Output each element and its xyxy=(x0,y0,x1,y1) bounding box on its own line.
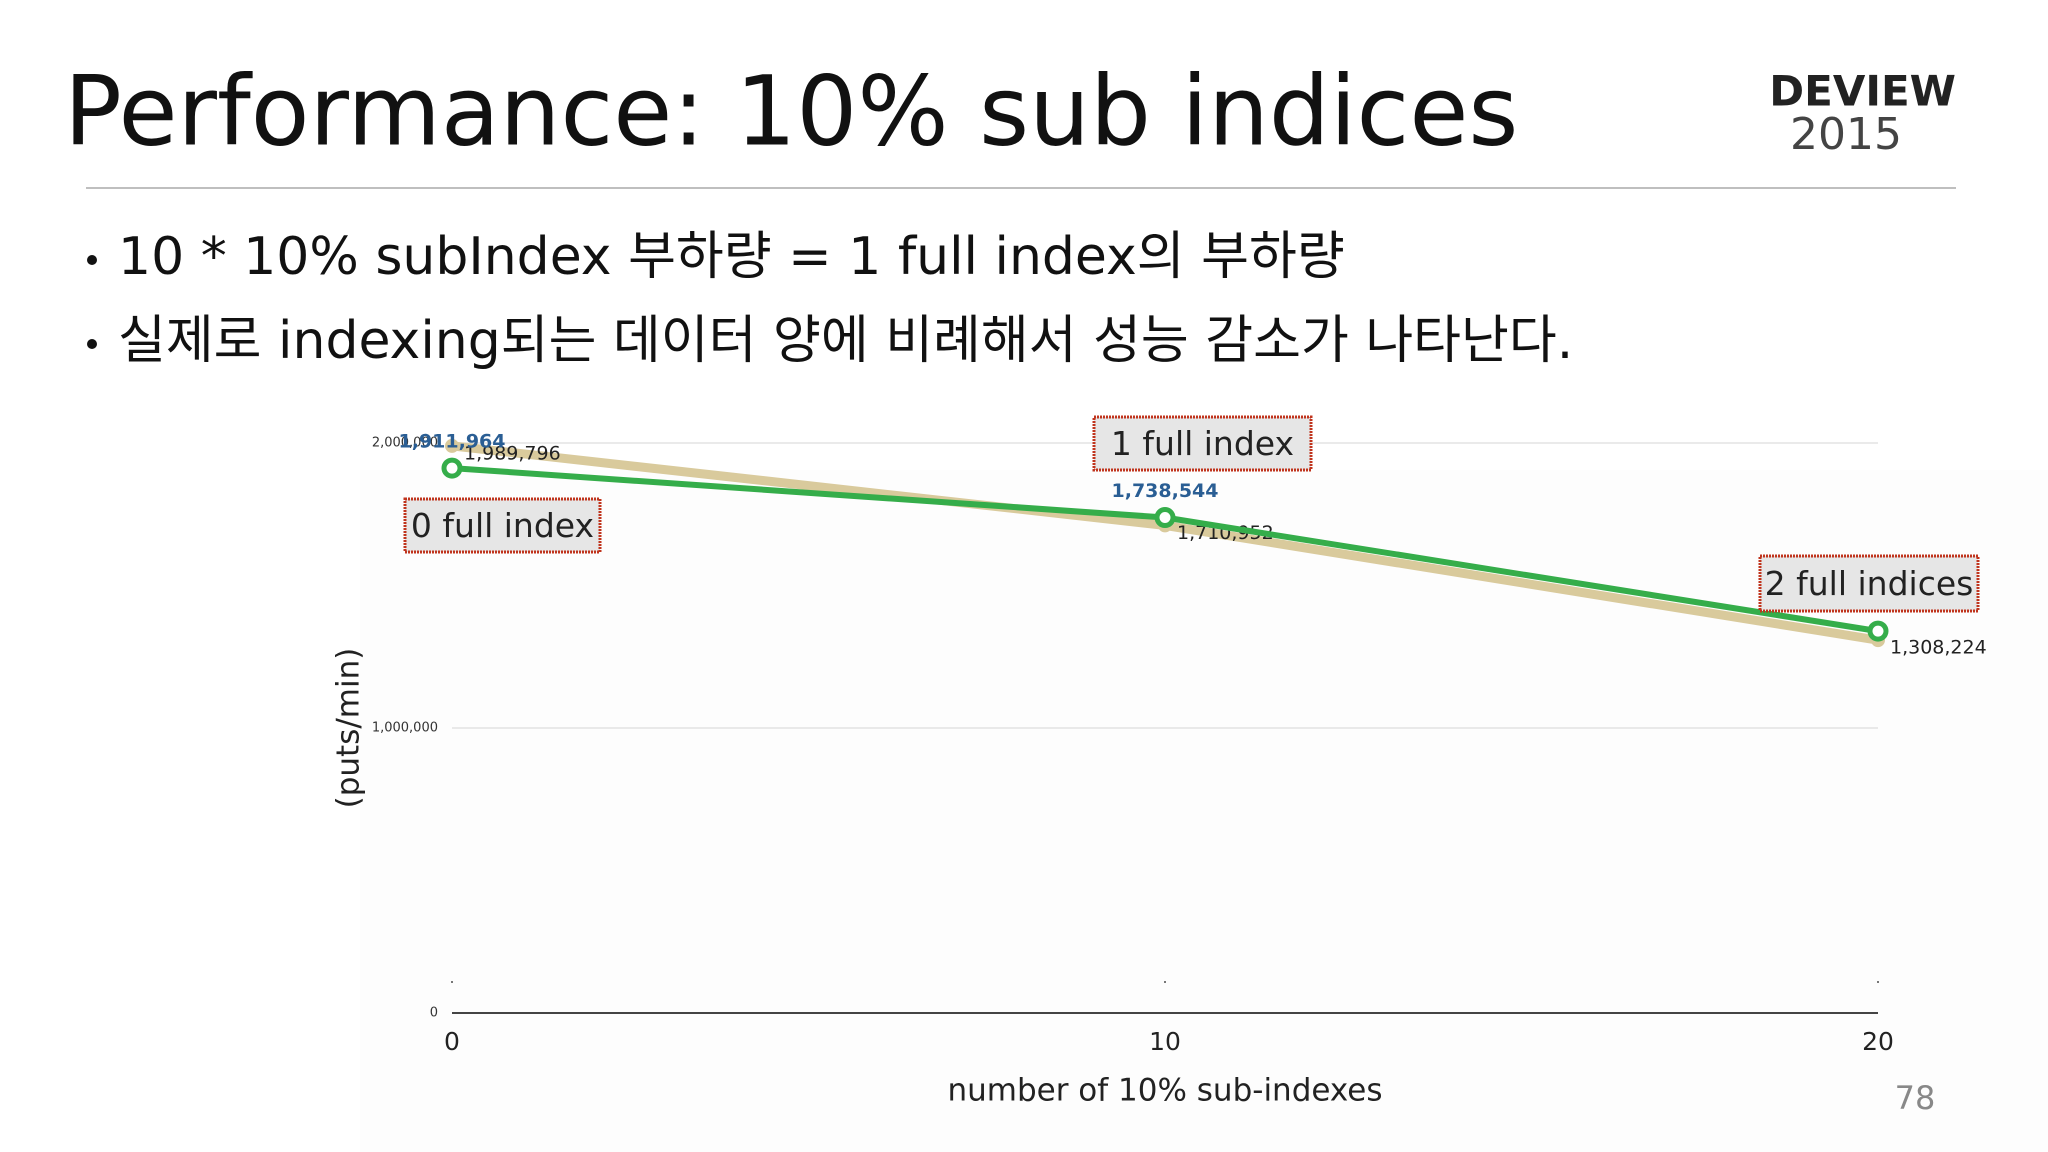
data-label: 1,911,964 xyxy=(399,431,506,453)
data-label: 1,989,796 xyxy=(464,442,561,464)
y-tick-label: 0 xyxy=(430,1006,438,1021)
annotation-box xyxy=(1092,415,1313,472)
logo-year: 2015 xyxy=(1790,109,1902,160)
data-label: 1,738,544 xyxy=(1112,480,1219,502)
bullet-dot xyxy=(87,255,97,265)
point xyxy=(445,438,459,453)
data-label: 1,710,952 xyxy=(1177,522,1274,544)
bullet: 10 * 10% subIndex 부하량 = 1 full index의 부하… xyxy=(118,227,1345,287)
point xyxy=(1154,507,1176,529)
bullet-dot xyxy=(87,339,97,349)
y-axis-label: (puts/min) xyxy=(331,648,367,809)
x-axis-label: number of 10% sub-indexes xyxy=(947,1073,1382,1109)
slide-title: Performance: 10% sub indices xyxy=(64,55,1518,167)
bullet: 실제로 indexing되는 데이터 양에 비례해서 성능 감소가 나타난다. xyxy=(118,311,1573,371)
y-tick-label: 2,000,000 xyxy=(372,436,438,451)
point xyxy=(1867,620,1889,642)
x-tick-label: 20 xyxy=(1862,1027,1894,1056)
page-number: 78 xyxy=(1895,1079,1936,1117)
annotation: 1 full index xyxy=(1111,424,1294,463)
data-label: 1,308,224 xyxy=(1890,637,1987,659)
point xyxy=(441,457,463,479)
x-tick-label: 10 xyxy=(1149,1027,1181,1056)
annotation: 0 full index xyxy=(411,506,594,545)
x-tick-label: 0 xyxy=(444,1027,460,1056)
logo-name: DEVIEW xyxy=(1769,67,1956,116)
annotation: 2 full indices xyxy=(1765,564,1974,603)
y-tick-label: 1,000,000 xyxy=(372,721,438,736)
annotation-box xyxy=(403,497,602,554)
annotation-box xyxy=(1758,554,1980,613)
